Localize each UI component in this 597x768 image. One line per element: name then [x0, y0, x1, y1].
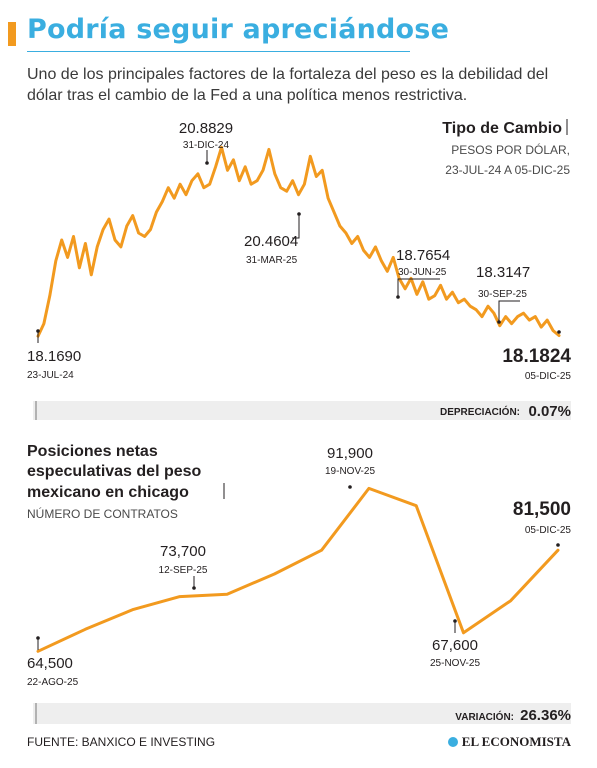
chart2-title-1: Posiciones netas: [27, 443, 158, 460]
chart1-label-jun-date: 30-JUN-25: [398, 267, 447, 278]
chart2-label-sep-date: 12-SEP-25: [159, 565, 208, 576]
page-subtitle: Uno de los principales factores de la fo…: [27, 66, 549, 104]
chart1-label-jun-value: 18.7654: [396, 247, 450, 264]
logo-icon: [447, 737, 458, 747]
chart1-point-end: [557, 330, 561, 334]
chart2-subtitle: NÚMERO DE CONTRATOS: [27, 506, 178, 521]
chart2-change-label: VARIACIÓN:: [455, 710, 514, 723]
chart2-point-peak: [348, 485, 352, 489]
chart1-change-value: 0.07%: [528, 403, 571, 420]
chart2-series-line: [36, 486, 560, 653]
title-underline: [27, 51, 410, 52]
chart2-label-low-value: 67,600: [432, 637, 478, 654]
chart1-label-peak-value: 20.8829: [179, 120, 233, 137]
publisher-logo: EL ECONOMISTA: [447, 734, 571, 750]
page-title: Podría seguir apreciándose: [27, 14, 450, 45]
chart2-label-peak-value: 91,900: [327, 445, 373, 462]
positions-chart: Posiciones netas especulativas del peso …: [27, 443, 571, 724]
chart1-title: Tipo de Cambio: [442, 120, 562, 137]
chart1-change-bar: [33, 401, 571, 420]
chart1-label-mar-date: 31-MAR-25: [246, 255, 298, 266]
chart2-change-bar: [33, 703, 571, 724]
chart1-point-sep: [497, 320, 501, 324]
chart2-label-start-date: 22-AGO-25: [27, 677, 79, 688]
chart2-title-2: especulativas del peso: [27, 463, 202, 480]
chart1-point-peak: [205, 161, 209, 165]
chart1-label-mar-value: 20.4604: [244, 233, 298, 250]
chart1-label-start-value: 18.1690: [27, 348, 81, 365]
title-accent-bar: [8, 22, 16, 46]
chart1-point-jun: [396, 295, 400, 299]
chart2-change-value: 26.36%: [520, 707, 571, 724]
chart1-label-sep-date: 30-SEP-25: [478, 289, 527, 300]
exchange-rate-chart: Tipo de Cambio PESOS POR DÓLAR, 23-JUL-2…: [27, 119, 571, 420]
logo-text: EL ECONOMISTA: [461, 734, 571, 749]
chart2-label-low-date: 25-NOV-25: [430, 658, 480, 669]
source-note: FUENTE: BANXICO E INVESTING: [27, 735, 216, 749]
chart1-label-start-date: 23-JUL-24: [27, 370, 74, 381]
chart1-subtitle-2: 23-JUL-24 A 05-DIC-25: [445, 163, 570, 177]
chart2-label-start-value: 64,500: [27, 655, 73, 672]
chart1-point-mar: [297, 212, 301, 216]
chart1-leader-jun: [397, 278, 440, 297]
chart1-subtitle-1: PESOS POR DÓLAR,: [451, 142, 570, 157]
chart2-label-peak-date: 19-NOV-25: [325, 466, 375, 477]
chart1-change-label: DEPRECIACIÓN:: [440, 405, 520, 418]
chart1-label-end-date: 05-DIC-25: [525, 371, 572, 382]
chart1-leader-mar: [292, 214, 300, 239]
chart2-label-end-date: 05-DIC-25: [525, 525, 572, 536]
chart2-label-sep-value: 73,700: [160, 543, 206, 560]
chart2-label-end-value: 81,500: [513, 499, 571, 520]
chart1-label-peak-date: 31-DIC-24: [183, 140, 230, 151]
chart2-title-3: mexicano en chicago: [27, 484, 189, 501]
chart1-label-sep-value: 18.3147: [476, 264, 530, 281]
chart2-point-end: [556, 543, 560, 547]
chart1-series-line: [36, 145, 561, 338]
chart1-label-end-value: 18.1824: [502, 346, 571, 367]
chart1-leader-sep: [498, 300, 520, 322]
chart1-point-start: [36, 329, 40, 333]
